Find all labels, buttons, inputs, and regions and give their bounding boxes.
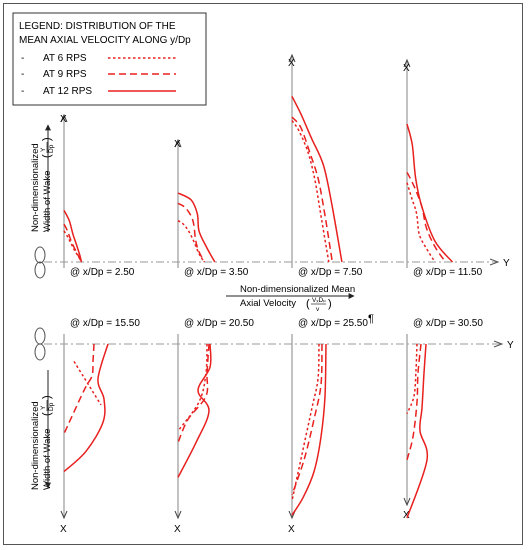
svg-text:): ) (41, 395, 53, 399)
legend-label-12rps: AT 12 RPS (43, 86, 92, 97)
panel-7: X @ x/Dp = 25.50 (288, 318, 368, 535)
panel-title-x-dp-11-50: @ x/Dp = 11.50 (413, 267, 483, 278)
panel-4-x-arrow-icon (403, 58, 411, 68)
legend-title-line1: LEGEND: DISTRIBUTION OF THE (19, 21, 176, 32)
velocity-label-line2: Axial Velocity (240, 298, 296, 309)
panel-8: X @ x/Dp = 30.50 (403, 318, 483, 521)
top-y-arrow-icon (489, 258, 500, 266)
panel-2: X @ x/Dp = 3.50 (174, 138, 249, 278)
svg-text:): ) (328, 298, 332, 310)
panel-6: X @ x/Dp = 20.50 (174, 318, 254, 535)
panel-5-series-at-12-rps (63, 343, 109, 473)
panel-6-x-label: X (174, 524, 181, 535)
panel-8-series-at-9-rps (406, 343, 422, 461)
panel-7-series-at-12-rps (291, 343, 327, 516)
legend-label-6rps: AT 6 RPS (43, 53, 87, 64)
panels: X @ x/Dp = 2.50 X @ x/Dp = 3.50 X @ x/Dp = 7.… (60, 53, 483, 535)
panel-6-series-at-6-rps (177, 343, 208, 432)
panel-5-x-label: X (60, 524, 67, 535)
panel-8-x-label: X (403, 510, 410, 521)
panel-1: X @ x/Dp = 2.50 (60, 113, 135, 278)
svg-text:(: ( (41, 412, 53, 416)
velocity-frac-bottom: v (316, 306, 320, 313)
panel-4: X @ x/Dp = 11.50 (403, 58, 483, 278)
bottom-frac-bottom: Dp (48, 402, 55, 411)
legend-bullet-6rps: - (21, 53, 24, 64)
top-wake-width-line1: Non-dimensionalized (30, 143, 41, 232)
bottom-y-axis-label: Y (507, 340, 514, 351)
svg-text:(: ( (41, 154, 53, 158)
panel-title-x-dp-15-50: @ x/Dp = 15.50 (70, 318, 140, 329)
panel-8-x-arrow-icon (403, 497, 411, 507)
panel-4-series-at-9-rps (406, 171, 447, 263)
panel-1-series-at-9-rps (63, 223, 83, 263)
legend-label-9rps: AT 9 RPS (43, 69, 87, 80)
panel-5-x-arrow-icon (60, 510, 68, 520)
panel-7-series-at-6-rps (291, 343, 320, 501)
panel-1-series-at-12-rps (63, 209, 83, 263)
panel-4-series-at-6-rps (406, 182, 436, 263)
velocity-frac-top: VₓDₚ (312, 297, 326, 304)
propeller-icon-top (34, 246, 46, 279)
panel-3: X @ x/Dp = 7.50 (288, 53, 363, 278)
panel-3-series-at-12-rps (291, 96, 343, 263)
svg-text:(: ( (306, 298, 310, 310)
panel-4-series-at-12-rps (406, 123, 454, 263)
panel-4-x-label: X (403, 63, 410, 74)
panel-title-x-dp-3-50: @ x/Dp = 3.50 (184, 267, 249, 278)
panel-2-series-at-6-rps (177, 219, 205, 263)
bottom-wake-width-line1: Non-dimensionalized (30, 401, 41, 490)
panel-3-series-at-9-rps (291, 116, 334, 263)
panel-7-x-label: X (288, 524, 295, 535)
panel-1-x-label: X (60, 114, 67, 125)
velocity-axis-label: Non-dimensionalized Mean Axial Velocity … (226, 284, 374, 325)
top-frac-top: Y (40, 147, 47, 152)
panel-3-x-label: X (288, 58, 295, 69)
panel-8-series-at-6-rps (406, 343, 418, 414)
top-wake-width-axis-label: Non-dimensionalized Width of Wake ( Y Dp… (30, 137, 55, 232)
panel-title-x-dp-2-50: @ x/Dp = 2.50 (70, 267, 135, 278)
panel-5: X @ x/Dp = 15.50 (60, 318, 140, 535)
panel-2-series-at-9-rps (177, 202, 205, 263)
panel-title-x-dp-7-50: @ x/Dp = 7.50 (298, 267, 363, 278)
panel-1-x-arrow-icon (60, 113, 68, 123)
legend-title-line2: MEAN AXIAL VELOCITY ALONG y/Dp (19, 35, 191, 46)
panel-5-series-at-6-rps (73, 361, 102, 406)
panel-6-series-at-9-rps (177, 343, 210, 443)
panel-1-series-at-6-rps (63, 230, 83, 263)
panel-6-series-at-12-rps (177, 343, 212, 478)
panel-title-x-dp-20-50: @ x/Dp = 20.50 (184, 318, 254, 329)
legend-bullet-12rps: - (21, 86, 24, 97)
panel-8-series-at-12-rps (406, 343, 429, 519)
panel-7-series-at-9-rps (291, 343, 323, 496)
svg-text:): ) (41, 137, 53, 141)
legend-bullet-9rps: - (21, 69, 24, 80)
figure-frame (3, 3, 523, 545)
panel-3-x-arrow-icon (288, 53, 296, 63)
top-y-axis-label: Y (503, 258, 510, 269)
panel-5-series-at-9-rps (63, 343, 95, 435)
propeller-icon-bottom (34, 327, 46, 361)
velocity-label-line1: Non-dimensionalized Mean (240, 284, 355, 295)
panel-2-x-arrow-icon (174, 138, 182, 148)
panel-title-x-dp-25-50: @ x/Dp = 25.50 (298, 318, 368, 329)
panel-3-series-at-6-rps (291, 120, 330, 263)
bottom-y-arrow-icon (493, 340, 504, 348)
legend-box (12, 12, 207, 106)
pilcrow-mark: ¶ (368, 313, 374, 325)
bottom-frac-top: Y (40, 405, 47, 410)
bottom-wake-width-axis-label: Non-dimensionalized Width of Wake ( Y Dp… (30, 395, 55, 490)
top-frac-bottom: Dp (48, 144, 55, 153)
panel-6-x-arrow-icon (174, 510, 182, 520)
panel-title-x-dp-30-50: @ x/Dp = 30.50 (413, 318, 483, 329)
panel-2-series-at-12-rps (177, 192, 216, 263)
panel-2-x-label: X (174, 139, 181, 150)
legend: LEGEND: DISTRIBUTION OF THE MEAN AXIAL V… (12, 12, 207, 106)
